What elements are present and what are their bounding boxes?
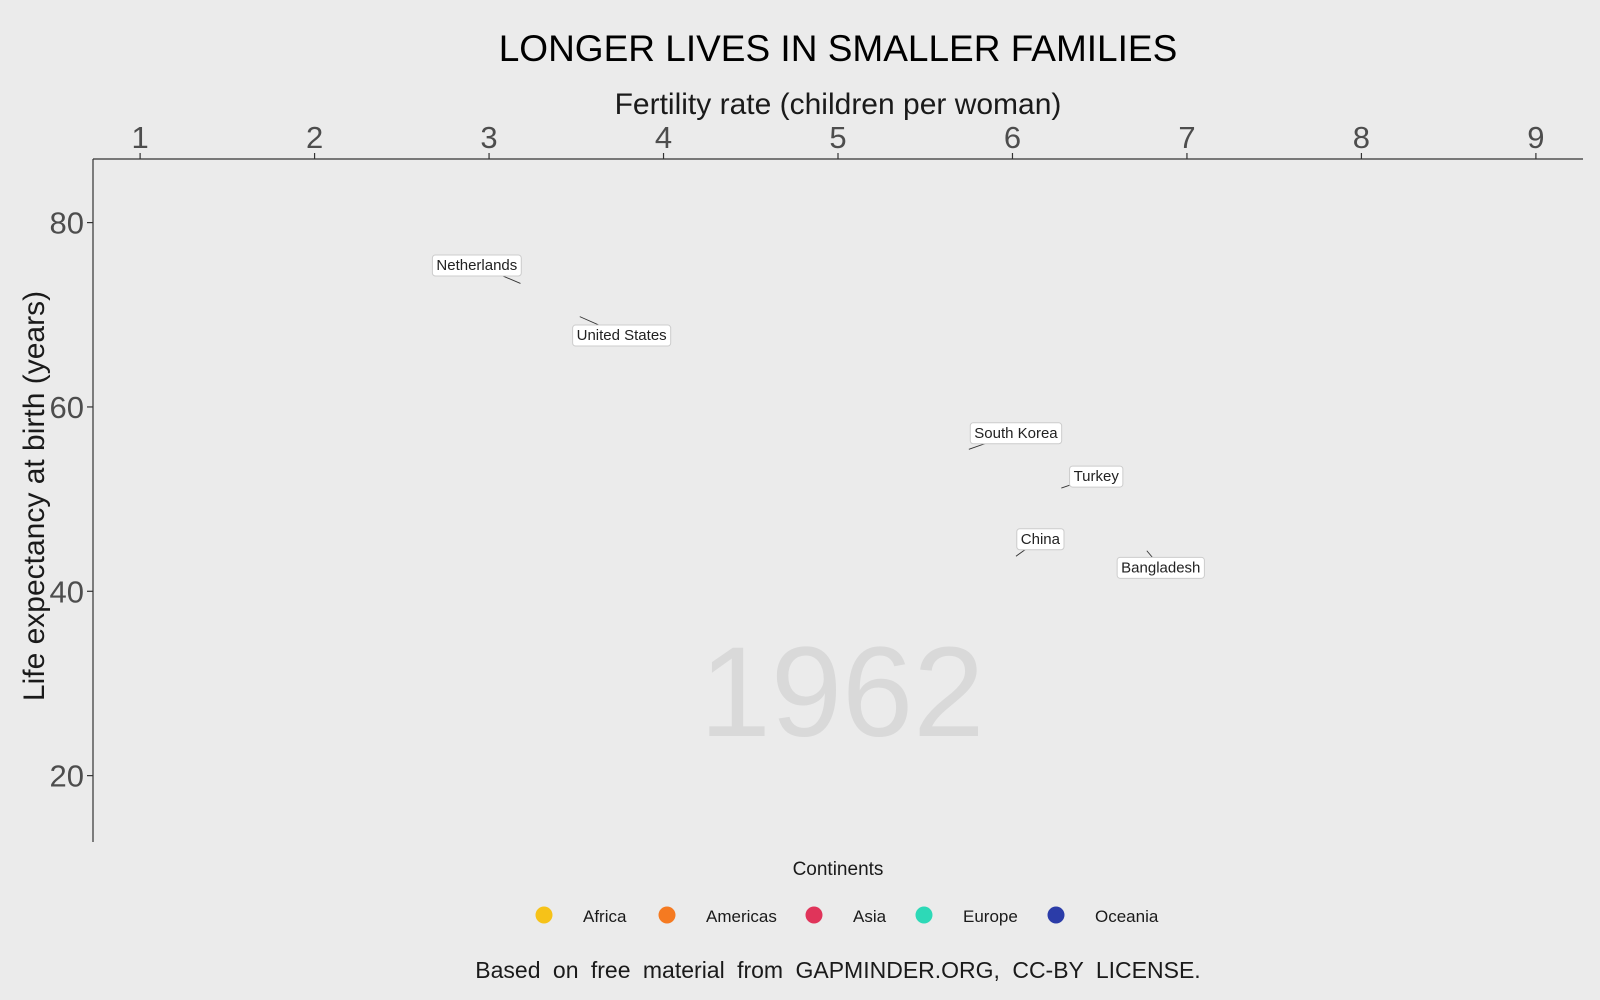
label-box <box>1069 465 1124 488</box>
y-tick-label: 20 <box>50 759 84 794</box>
y-axis-title: Life expectancy at birth (years) <box>18 291 51 701</box>
label-box <box>572 324 672 347</box>
legend-label: Oceania <box>1095 907 1159 926</box>
country-label-group: Turkey <box>1061 465 1124 489</box>
y-tick-label: 40 <box>50 574 84 609</box>
x-tick-label: 9 <box>1527 120 1544 155</box>
legend-item: Asia <box>805 906 887 926</box>
x-tick-label: 7 <box>1178 120 1195 155</box>
x-axis-ticks: 1 2 3 4 5 6 7 8 9 <box>131 120 1545 159</box>
x-tick-label: 1 <box>131 120 148 155</box>
label-box <box>1116 556 1205 579</box>
x-tick-label: 2 <box>306 120 323 155</box>
country-label: South Korea <box>974 425 1058 442</box>
legend: Africa Americas Asia Europe Oceania <box>535 906 1159 926</box>
label-box <box>969 422 1063 445</box>
legend-marker <box>1047 906 1065 924</box>
x-tick-label: 4 <box>655 120 672 155</box>
country-label-group: Netherlands <box>431 254 522 284</box>
country-label: Bangladesh <box>1121 559 1200 576</box>
legend-label: Europe <box>963 907 1018 926</box>
x-tick-label: 8 <box>1353 120 1370 155</box>
year-watermark: 1962 <box>700 621 985 764</box>
legend-marker <box>535 906 553 924</box>
country-label-group: China <box>1015 528 1065 557</box>
label-box <box>431 254 522 277</box>
x-tick-label: 5 <box>829 120 846 155</box>
legend-marker <box>915 906 933 924</box>
legend-item: Americas <box>658 906 777 926</box>
country-labels: Netherlands United States South Korea Turke… <box>431 254 1205 579</box>
country-label-group: United States <box>572 316 672 347</box>
country-label: United States <box>577 327 667 344</box>
country-label: Turkey <box>1074 468 1120 485</box>
legend-item: Oceania <box>1047 906 1159 926</box>
y-tick-label: 80 <box>50 206 84 241</box>
legend-label: Asia <box>853 907 887 926</box>
legend-title: Continents <box>793 859 884 880</box>
caption: Based on free material from GAPMINDER.OR… <box>475 957 1200 983</box>
country-label-group: Bangladesh <box>1116 550 1205 579</box>
legend-label: Africa <box>583 907 627 926</box>
country-label: Netherlands <box>436 257 517 274</box>
x-axis-title: Fertility rate (children per woman) <box>615 88 1062 121</box>
y-axis-ticks: 20 40 60 80 <box>50 206 93 794</box>
legend-label: Americas <box>706 907 777 926</box>
country-label-group: South Korea <box>968 422 1063 450</box>
country-label: China <box>1021 531 1061 548</box>
x-tick-label: 3 <box>480 120 497 155</box>
legend-item: Africa <box>535 906 627 926</box>
y-tick-label: 60 <box>50 390 84 425</box>
legend-marker <box>658 906 676 924</box>
legend-item: Europe <box>915 906 1018 926</box>
legend-marker <box>805 906 823 924</box>
label-box <box>1016 528 1065 551</box>
x-tick-label: 6 <box>1004 120 1021 155</box>
chart-title: LONGER LIVES IN SMALLER FAMILIES <box>499 28 1178 69</box>
